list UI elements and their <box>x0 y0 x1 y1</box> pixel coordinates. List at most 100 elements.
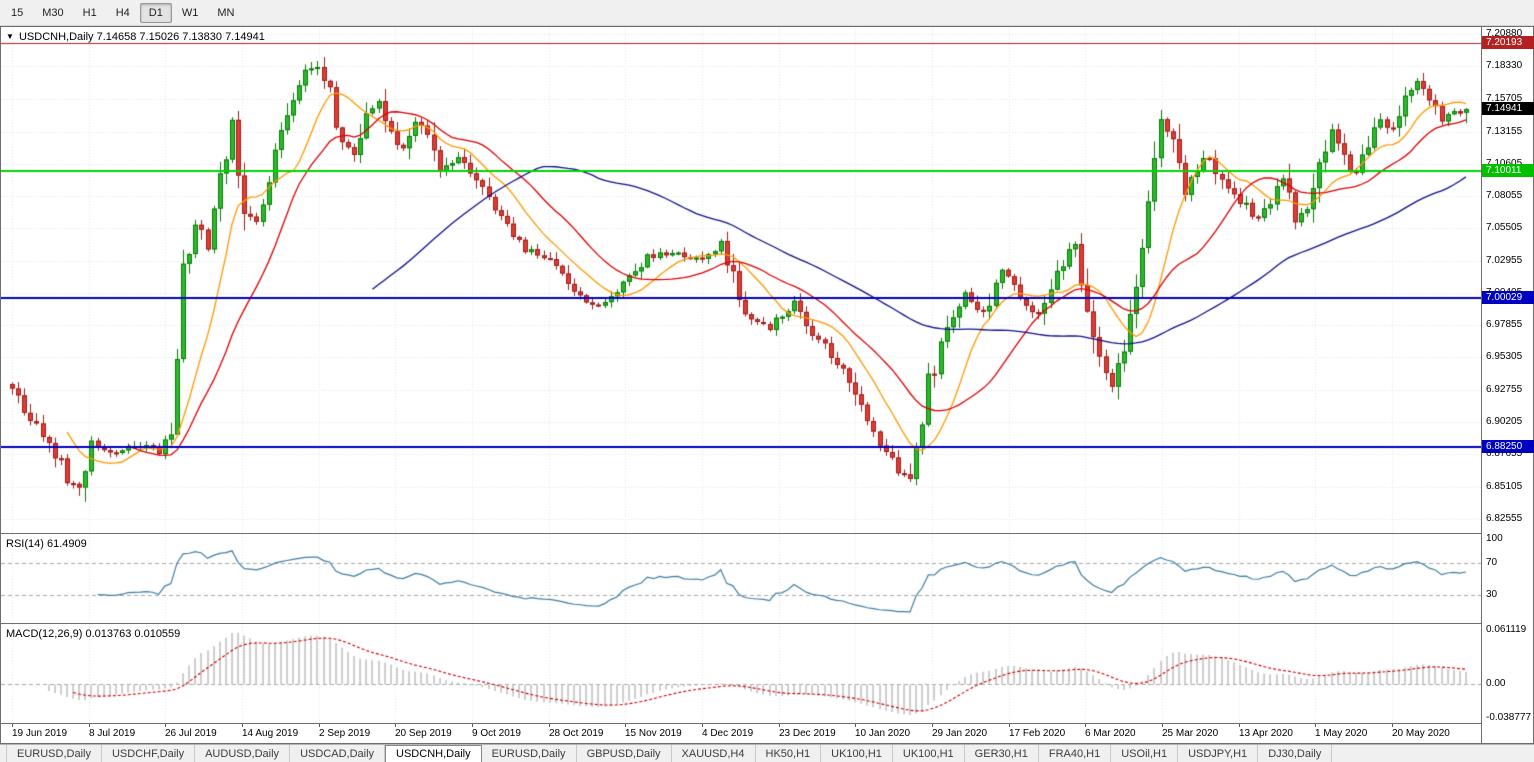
chart-tab-usdcad-daily[interactable]: USDCAD,Daily <box>290 745 386 762</box>
timeframe-button-h1[interactable]: H1 <box>82 6 97 19</box>
time-axis-tick <box>242 724 243 727</box>
price-axis-label: 7.02955 <box>1486 254 1523 266</box>
chart-tabbar: EURUSD,Daily USDCHF,Daily AUDUSD,Daily USDC… <box>0 744 1534 762</box>
time-axis-label: 20 Sep 2019 <box>395 728 452 739</box>
chart-tab-usdjpy-h1[interactable]: USDJPY,H1 <box>1178 745 1259 762</box>
time-axis-label: 4 Dec 2019 <box>702 728 754 739</box>
chart-header: ▼ USDCNH,Daily 7.14658 7.15026 7.13830 7… <box>6 31 265 43</box>
macd-axis-label: 0.061119 <box>1486 624 1527 636</box>
time-axis-tick <box>702 724 703 727</box>
price-chart-canvas[interactable] <box>1 27 1481 533</box>
price-axis[interactable]: 7.20880 7.18330 7.15705 7.13155 7.10605 7.080… <box>1481 27 1534 743</box>
time-axis-label: 28 Oct 2019 <box>549 728 604 739</box>
time-axis-label: 1 May 2020 <box>1315 728 1368 739</box>
price-badge-current-price: 7.14941 <box>1482 102 1534 116</box>
rsi-axis-label: 100 <box>1486 533 1503 544</box>
chart-plot-area: ▼ USDCNH,Daily 7.14658 7.15026 7.13830 7… <box>1 27 1481 743</box>
time-axis-label: 23 Dec 2019 <box>779 728 836 739</box>
time-axis-tick <box>89 724 90 727</box>
chart-tab-usoil-h1[interactable]: USOil,H1 <box>1111 745 1179 762</box>
macd-axis-label: -0.038777 <box>1486 711 1532 723</box>
time-axis-label: 20 May 2020 <box>1392 728 1450 739</box>
timeframe-button-mn[interactable]: MN <box>217 6 235 19</box>
price-axis-label: 7.13155 <box>1486 125 1523 137</box>
time-axis-label: 2 Sep 2019 <box>319 728 371 739</box>
time-axis-label: 14 Aug 2019 <box>242 728 299 739</box>
chart-window: ▼ USDCNH,Daily 7.14658 7.15026 7.13830 7… <box>0 26 1534 744</box>
price-badge-blue-level-upper: 7.00029 <box>1482 290 1534 304</box>
time-axis-tick <box>549 724 550 727</box>
timeframe-toolbar: 15 M30 H1 H4 D1 W1 MN <box>0 0 1534 26</box>
chart-ohlc-values: 7.14658 7.15026 7.13830 7.14941 <box>96 31 265 43</box>
chart-tab-usdcnh-daily[interactable]: USDCNH,Daily <box>385 745 482 762</box>
time-axis-label: 13 Apr 2020 <box>1239 728 1293 739</box>
collapse-triangle-icon[interactable]: ▼ <box>6 32 14 41</box>
time-axis-tick <box>932 724 933 727</box>
price-axis-label: 6.85105 <box>1486 480 1523 492</box>
price-badge-green-level: 7.10011 <box>1482 164 1534 178</box>
time-axis-tick <box>855 724 856 727</box>
time-axis-tick <box>319 724 320 727</box>
chart-tab-ger30-h1[interactable]: GER30,H1 <box>965 745 1039 762</box>
time-axis-tick <box>779 724 780 727</box>
time-axis[interactable]: 19 Jun 2019 8 Jul 2019 26 Jul 2019 14 Aug 2… <box>1 723 1481 743</box>
time-axis-label: 10 Jan 2020 <box>855 728 911 739</box>
time-axis-label: 15 Nov 2019 <box>625 728 682 739</box>
chart-tab-gbpusd-daily[interactable]: GBPUSD,Daily <box>577 745 672 762</box>
time-axis-tick <box>1315 724 1316 727</box>
chart-symbol-label: USDCNH,Daily <box>18 31 94 43</box>
chart-tab-eurusd-daily-2[interactable]: EURUSD,Daily <box>482 745 577 762</box>
timeframe-button-d1[interactable]: D1 <box>139 2 172 23</box>
chart-tab-xauusd-h4[interactable]: XAUUSD,H4 <box>672 745 756 762</box>
time-axis-label: 26 Jul 2019 <box>165 728 217 739</box>
time-axis-label: 19 Jun 2019 <box>12 728 68 739</box>
time-axis-label: 29 Jan 2020 <box>932 728 988 739</box>
price-axis-label: 6.90205 <box>1486 415 1523 427</box>
rsi-pane[interactable]: RSI(14) 61.4909 <box>1 533 1481 623</box>
time-axis-label: 8 Jul 2019 <box>89 728 136 739</box>
timeframe-button-w1[interactable]: W1 <box>181 6 199 19</box>
rsi-chart-canvas[interactable] <box>1 534 1481 623</box>
price-pane[interactable]: ▼ USDCNH,Daily 7.14658 7.15026 7.13830 7… <box>1 27 1481 533</box>
chart-tab-audusd-daily[interactable]: AUDUSD,Daily <box>195 745 291 762</box>
price-axis-label: 7.10605 <box>1486 157 1523 169</box>
time-axis-tick <box>395 724 396 727</box>
chart-tab-eurusd-daily[interactable]: EURUSD,Daily <box>6 745 102 762</box>
chart-tab-uk100-h1-2[interactable]: UK100,H1 <box>893 745 965 762</box>
macd-chart-canvas[interactable] <box>1 624 1481 723</box>
timeframe-button-15[interactable]: 15 <box>11 6 24 19</box>
rsi-header: RSI(14) 61.4909 <box>6 538 87 550</box>
time-axis-tick <box>1392 724 1393 727</box>
chart-tab-dj30-daily[interactable]: DJ30,Daily <box>1258 745 1333 762</box>
time-axis-label: 9 Oct 2019 <box>472 728 521 739</box>
chart-tab-fra40-h1[interactable]: FRA40,H1 <box>1039 745 1112 762</box>
chart-tab-usdchf-daily[interactable]: USDCHF,Daily <box>102 745 196 762</box>
time-axis-tick <box>165 724 166 727</box>
price-badge-resistance-level: 7.20193 <box>1482 35 1534 49</box>
time-axis-label: 6 Mar 2020 <box>1085 728 1136 739</box>
time-axis-tick <box>1009 724 1010 727</box>
price-axis-label: 6.97855 <box>1486 319 1523 331</box>
macd-pane[interactable]: MACD(12,26,9) 0.013763 0.010559 <box>1 623 1481 723</box>
price-axis-label: 7.08055 <box>1486 190 1523 202</box>
price-axis-label: 7.18330 <box>1486 60 1523 72</box>
chart-tab-hk50-h1[interactable]: HK50,H1 <box>756 745 822 762</box>
price-axis-label: 6.87655 <box>1486 448 1523 460</box>
price-axis-label: 7.15705 <box>1486 93 1523 105</box>
time-axis-label: 25 Mar 2020 <box>1162 728 1219 739</box>
price-axis-label: 6.92755 <box>1486 383 1523 395</box>
time-axis-tick <box>12 724 13 727</box>
price-axis-label: 7.05505 <box>1486 222 1523 234</box>
time-axis-tick <box>1239 724 1240 727</box>
timeframe-button-m30[interactable]: M30 <box>42 6 64 19</box>
timeframe-button-h4[interactable]: H4 <box>115 6 130 19</box>
rsi-axis-label: 30 <box>1486 589 1498 600</box>
price-axis-label: 6.95305 <box>1486 351 1523 363</box>
time-axis-tick <box>625 724 626 727</box>
rsi-axis-label: 70 <box>1486 557 1498 568</box>
time-axis-label: 17 Feb 2020 <box>1009 728 1066 739</box>
time-axis-tick <box>1085 724 1086 727</box>
price-axis-label: 6.82555 <box>1486 512 1523 524</box>
chart-tab-uk100-h1[interactable]: UK100,H1 <box>821 745 893 762</box>
time-axis-tick <box>1162 724 1163 727</box>
